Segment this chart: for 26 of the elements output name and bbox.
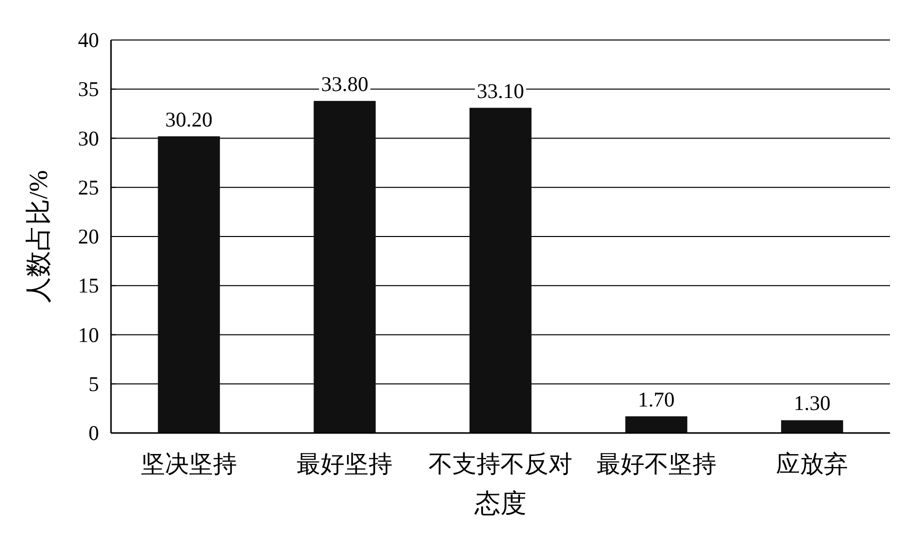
x-tick-label: 不支持不反对 [428, 452, 572, 478]
data-label: 33.10 [476, 78, 524, 103]
bar [625, 416, 688, 433]
y-tick-label: 5 [88, 372, 99, 396]
bar [158, 136, 220, 433]
y-tick-label: 15 [78, 274, 99, 298]
data-label: 30.20 [165, 107, 213, 132]
y-tick-label: 30 [78, 126, 99, 150]
y-tick-label: 40 [78, 28, 99, 52]
y-tick-label: 10 [78, 322, 99, 347]
bar [314, 100, 376, 433]
x-axis-title: 态度 [474, 489, 526, 518]
y-tick-label: 25 [78, 175, 99, 200]
data-label: 1.30 [794, 391, 830, 416]
bar [781, 420, 844, 433]
x-tick-label: 坚决坚持 [140, 452, 237, 478]
y-tick-label: 35 [78, 77, 99, 102]
data-label: 33.80 [321, 72, 368, 96]
x-tick-label: 应放弃 [776, 451, 848, 478]
y-tick-label: 0 [88, 421, 99, 445]
x-tick-label: 最好坚持 [296, 452, 393, 478]
x-tick-label: 最好不坚持 [596, 452, 716, 478]
data-label: 1.70 [638, 387, 675, 412]
y-tick-label: 20 [78, 224, 99, 248]
bar [470, 108, 532, 433]
y-axis-title: 人数占比/% [24, 170, 53, 303]
